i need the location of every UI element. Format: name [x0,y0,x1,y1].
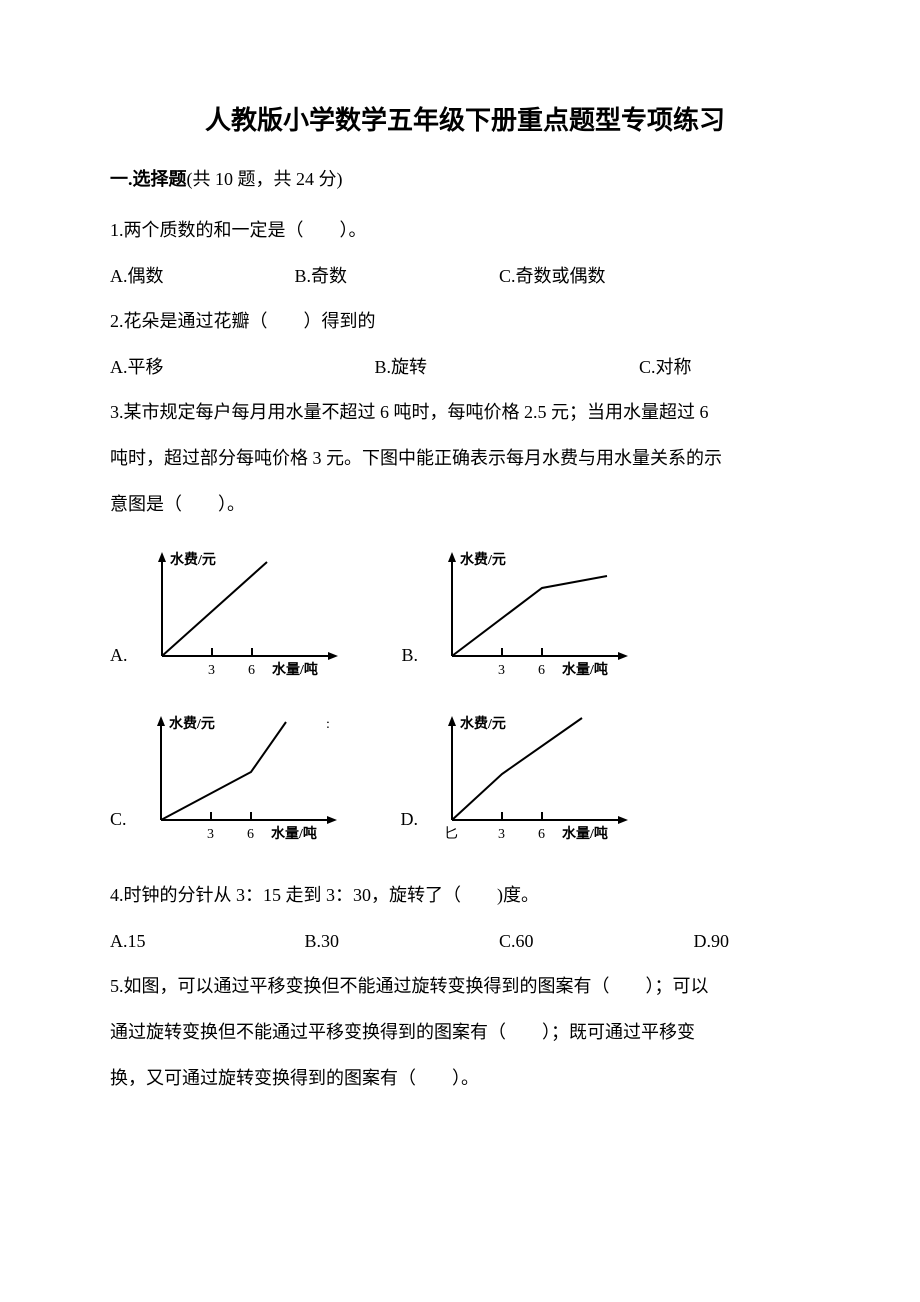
q3-svg-d: 匕 3 6 水费/元 水量/吨 [422,712,632,842]
q3-opt-b: B. [402,645,419,666]
q3-chart-d: D. 匕 3 6 水费/元 水量/吨 [401,712,633,842]
origin-mark: 匕 [444,826,458,842]
q4-options: A.15 B.30 C.60 D.90 [110,922,820,962]
q3-opt-c: C. [110,809,127,830]
ylabel: 水费/元 [460,551,506,568]
q5-line2: 通过旋转变换但不能通过平移变换得到的图案有（ ）；既可通过平移变 [110,1013,820,1053]
xtick-6: 6 [248,663,255,678]
section-number: 一. [110,169,133,189]
section-header: 一.选择题(共 10 题，共 24 分) [110,165,820,191]
q3-line2: 吨时，超过部分每吨价格 3 元。下图中能正确表示每月水费与用水量关系的示 [110,439,820,479]
xlabel: 水量/吨 [562,661,608,678]
q2-opt-c: C.对称 [639,348,692,388]
q2-opt-a: A.平移 [110,348,370,388]
stray-mark: : [326,717,330,732]
section-meta: (共 10 题，共 24 分) [187,169,343,189]
q2-text: 2.花朵是通过花瓣（ ）得到的 [110,302,820,342]
q2-opt-b: B.旋转 [375,348,635,388]
q3-opt-d: D. [401,809,419,830]
xtick-6: 6 [538,827,545,842]
xtick-3: 3 [498,663,505,678]
q2-options: A.平移 B.旋转 C.对称 [110,348,820,388]
q5-line3: 换，又可通过旋转变换得到的图案有（ ）。 [110,1059,820,1099]
q1-opt-b: B.奇数 [295,257,495,297]
q4-opt-a: A.15 [110,922,300,962]
xlabel: 水量/吨 [562,825,608,842]
q1-text: 1.两个质数的和一定是（ ）。 [110,211,820,251]
q3-chart-row-2: C. 3 6 水费/元 水量/吨 : D. [110,712,820,842]
q3-svg-c: 3 6 水费/元 水量/吨 : [131,712,341,842]
xlabel: 水量/吨 [271,825,317,842]
ylabel: 水费/元 [460,715,506,732]
ylabel: 水费/元 [169,715,215,732]
q5-line1: 5.如图，可以通过平移变换但不能通过旋转变换得到的图案有（ ）；可以 [110,967,820,1007]
q4-opt-c: C.60 [499,922,689,962]
q3-line1: 3.某市规定每户每月用水量不超过 6 吨时，每吨价格 2.5 元；当用水量超过 … [110,393,820,433]
q3-svg-a: 3 6 水费/元 水量/吨 [132,548,342,678]
q1-opt-c: C.奇数或偶数 [499,257,606,297]
q3-chart-c: C. 3 6 水费/元 水量/吨 : [110,712,341,842]
xtick-3: 3 [207,827,214,842]
q3-svg-b: 3 6 水费/元 水量/吨 [422,548,632,678]
section-label: 选择题 [133,169,187,189]
q3-chart-b: B. 3 6 水费/元 水量/吨 [402,548,633,678]
q4-opt-b: B.30 [305,922,495,962]
xtick-3: 3 [208,663,215,678]
xtick-6: 6 [538,663,545,678]
xtick-3: 3 [498,827,505,842]
q4-opt-d: D.90 [694,922,730,962]
q3-opt-a: A. [110,645,128,666]
document-title: 人教版小学数学五年级下册重点题型专项练习 [110,100,820,137]
q3-chart-row-1: A. 3 6 水费/元 水量/吨 B. [110,548,820,678]
page: 人教版小学数学五年级下册重点题型专项练习 一.选择题(共 10 题，共 24 分… [0,0,920,1302]
ylabel: 水费/元 [170,551,216,568]
xlabel: 水量/吨 [272,661,318,678]
q1-options: A.偶数 B.奇数 C.奇数或偶数 [110,257,820,297]
q4-text: 4.时钟的分针从 3：15 走到 3：30，旋转了（ )度。 [110,876,820,916]
q3-line3: 意图是（ ）。 [110,485,820,525]
q1-opt-a: A.偶数 [110,257,290,297]
q3-chart-a: A. 3 6 水费/元 水量/吨 [110,548,342,678]
xtick-6: 6 [247,827,254,842]
